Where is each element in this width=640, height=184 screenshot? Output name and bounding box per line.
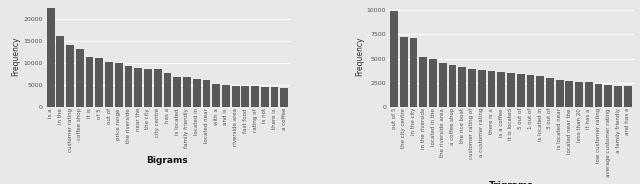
Y-axis label: Frequency: Frequency xyxy=(355,36,364,76)
Bar xyxy=(271,87,278,107)
Bar xyxy=(419,57,428,107)
Bar xyxy=(410,38,417,107)
Bar xyxy=(516,74,525,107)
Bar xyxy=(429,59,437,107)
Bar xyxy=(115,63,123,107)
Bar xyxy=(232,86,239,107)
Bar xyxy=(439,63,447,107)
Bar xyxy=(507,73,515,107)
Bar xyxy=(400,37,408,107)
Bar xyxy=(134,68,142,107)
Bar xyxy=(193,79,200,107)
Bar xyxy=(144,69,152,107)
Bar xyxy=(604,85,612,107)
Bar xyxy=(536,76,544,107)
Bar xyxy=(497,72,505,107)
Bar xyxy=(527,75,534,107)
X-axis label: Trigrams: Trigrams xyxy=(488,181,533,184)
Bar xyxy=(86,56,93,107)
Bar xyxy=(624,86,632,107)
Bar xyxy=(575,82,583,107)
Bar xyxy=(183,77,191,107)
Bar xyxy=(585,82,593,107)
Bar xyxy=(251,86,259,107)
Bar xyxy=(468,69,476,107)
Bar xyxy=(56,36,64,107)
Bar xyxy=(173,77,181,107)
Bar xyxy=(488,71,495,107)
Bar xyxy=(222,85,230,107)
Bar xyxy=(280,88,288,107)
Bar xyxy=(164,73,172,107)
Bar xyxy=(241,86,249,107)
Bar xyxy=(478,70,486,107)
Bar xyxy=(66,45,74,107)
Bar xyxy=(261,87,269,107)
Bar xyxy=(458,67,466,107)
Bar xyxy=(202,80,211,107)
X-axis label: Bigrams: Bigrams xyxy=(147,156,188,165)
Bar xyxy=(614,86,622,107)
Bar xyxy=(595,84,602,107)
Bar xyxy=(556,80,563,107)
Bar xyxy=(95,58,103,107)
Bar xyxy=(390,11,398,107)
Bar xyxy=(546,78,554,107)
Bar xyxy=(105,62,113,107)
Bar xyxy=(566,81,573,107)
Y-axis label: Frequency: Frequency xyxy=(12,36,20,76)
Bar xyxy=(47,8,54,107)
Bar xyxy=(76,49,84,107)
Bar xyxy=(212,84,220,107)
Bar xyxy=(154,69,162,107)
Bar xyxy=(125,66,132,107)
Bar xyxy=(449,65,456,107)
